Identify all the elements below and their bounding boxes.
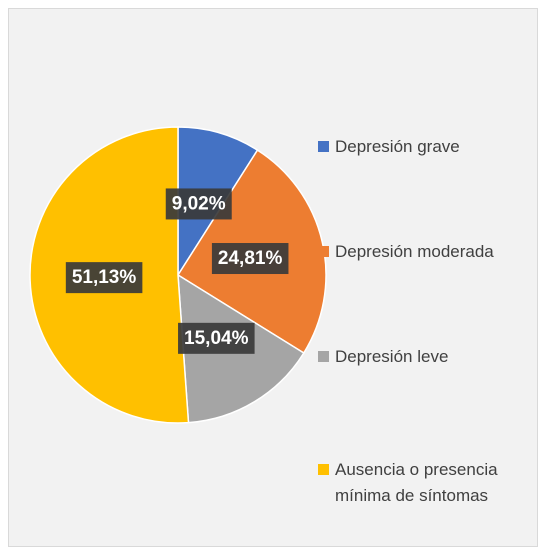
data-labels: 9,02% 24,81% 15,04% 51,13%: [65, 188, 289, 354]
legend-swatch: [318, 351, 329, 362]
data-label-box: [65, 262, 143, 294]
legend-item: Depresión grave: [318, 134, 533, 160]
legend-item: Depresión leve: [318, 344, 533, 370]
data-label-box: [211, 243, 289, 275]
legend-item: Depresión moderada: [318, 239, 533, 265]
data-label: 15,04%: [184, 328, 249, 349]
data-label-box: [178, 322, 255, 354]
legend-swatch: [318, 464, 329, 475]
legend-item: Ausencia o presencia mínima de síntomas: [318, 457, 533, 509]
data-label-box: [165, 188, 232, 220]
legend-label: Depresión leve: [335, 347, 449, 366]
legend-label: Depresión moderada: [335, 242, 494, 261]
data-label: 24,81%: [218, 248, 283, 269]
data-label: 51,13%: [72, 267, 137, 288]
legend-swatch: [318, 141, 329, 152]
data-label: 9,02%: [172, 193, 226, 214]
legend-label: Ausencia o presencia mínima de síntomas: [335, 460, 498, 505]
legend-label: Depresión grave: [335, 137, 460, 156]
legend-swatch: [318, 246, 329, 257]
